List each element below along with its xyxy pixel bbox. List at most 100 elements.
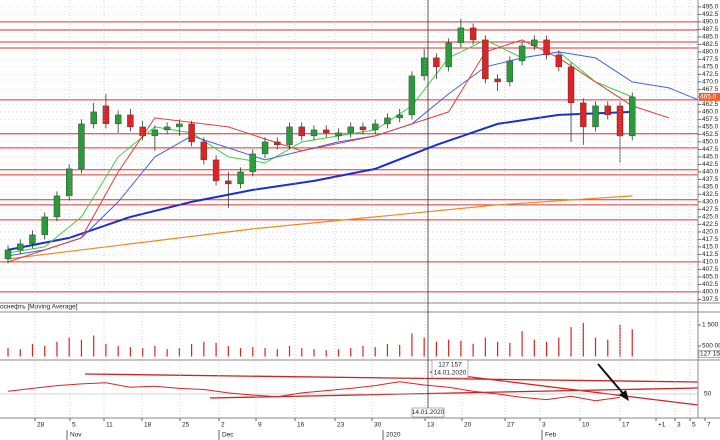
arrow [597, 363, 627, 398]
y-tick-label: 410.0 [702, 259, 719, 266]
candle-body [102, 105, 110, 125]
volume-bar [191, 343, 193, 357]
candle-body [53, 195, 61, 218]
candle-body [274, 141, 281, 146]
volume-marker-label: 127 157 [700, 351, 720, 358]
x-tick-label: 3 [677, 422, 681, 429]
volume-bar [411, 333, 413, 357]
x-tick-label: 3 [542, 422, 546, 429]
volume-bar [362, 345, 364, 357]
volume-bar [93, 335, 95, 357]
y-tick-label: 415.0 [702, 244, 719, 251]
candle-body [457, 27, 465, 44]
cursor-volume: 127 157 [438, 362, 462, 369]
candle-body [114, 114, 122, 125]
volume-bar [509, 342, 511, 357]
candle-body [212, 159, 220, 182]
y-tick-label: 397.5 [702, 296, 719, 303]
x-month-label: Feb [545, 432, 557, 439]
volume-bar [301, 348, 303, 357]
candle-body [384, 117, 391, 125]
x-tick-label: 5 [72, 422, 76, 429]
candle-body [604, 105, 611, 116]
y-tick-label: 452.5 [702, 131, 719, 138]
volume-bar [178, 348, 180, 357]
volume-bar [142, 348, 144, 357]
moving-average [7, 110, 633, 251]
y-tick-label: 405.0 [702, 274, 719, 281]
y-tick-label: 485.0 [702, 34, 719, 41]
y-tick-label: 450.0 [702, 139, 719, 146]
x-tick-label: +1 [658, 422, 666, 429]
candle-body [531, 39, 538, 47]
x-tick-label: 5 [692, 422, 696, 429]
candle-body [445, 42, 452, 68]
trend-line [429, 371, 698, 406]
y-tick-label: 400.0 [702, 289, 719, 296]
candle-body [176, 123, 183, 128]
volume-bar [607, 339, 609, 357]
candle-body [151, 129, 159, 137]
y-tick-label: 462.5 [702, 101, 719, 108]
volume-bar [594, 337, 597, 357]
volume-bar [435, 341, 437, 357]
candle-body [555, 54, 562, 68]
volume-bar [399, 344, 401, 357]
candle-body [310, 129, 318, 137]
y-tick-label: 417.5 [702, 236, 719, 243]
x-tick-label: 30 [374, 422, 382, 429]
y-tick-label: 407.5 [702, 266, 719, 273]
x-tick-label: 9 [258, 422, 262, 429]
y-tick-label: 472.5 [702, 71, 719, 78]
candle-body [188, 123, 195, 143]
moving-average [7, 195, 633, 260]
volume-bar [227, 345, 229, 357]
volume-bar [264, 348, 266, 357]
arrow-head [619, 390, 629, 401]
volume-bar [276, 349, 278, 357]
volume-bar [521, 331, 523, 357]
volume-bar [497, 341, 499, 357]
candle-body [543, 39, 550, 56]
volume-bar [68, 337, 70, 357]
x-tick-label: 2 [221, 422, 225, 429]
volume-bar [313, 349, 315, 357]
candle-body [65, 168, 73, 197]
volume-bar [203, 341, 205, 357]
volume-bar [484, 337, 486, 357]
candle-body [249, 153, 257, 173]
volume-bar [545, 341, 548, 357]
volume-panel [7, 322, 633, 357]
cursor-date-box [411, 407, 445, 418]
volume-bar [472, 343, 474, 357]
volume-bar [44, 345, 46, 357]
y-tick-label: 467.5 [702, 86, 719, 93]
candle-body [433, 57, 440, 68]
candle-body [163, 126, 171, 131]
y-tick-label: 432.5 [702, 191, 719, 198]
y-tick-label: 500 000 [702, 343, 720, 350]
y-tick-label: 482.5 [702, 41, 719, 48]
y-tick-label: 435.0 [702, 184, 719, 191]
volume-bar [460, 340, 462, 357]
last-price-box [699, 92, 720, 101]
candle-body [567, 66, 575, 104]
candle-body [139, 126, 146, 137]
volume-bar [582, 322, 584, 357]
y-tick-label: 440.0 [702, 169, 719, 176]
volume-bar [350, 348, 352, 357]
volume-bar [423, 337, 425, 357]
candle-body [298, 126, 305, 137]
candle-body [518, 45, 526, 62]
y-tick-label: 470.0 [702, 79, 719, 86]
y-tick-label: 422.5 [702, 221, 719, 228]
y-tick-label: 492.5 [702, 11, 719, 18]
y-tick-label: 427.5 [702, 206, 719, 213]
x-tick-label: 27 [507, 422, 515, 429]
y-tick-label: 495.0 [702, 4, 719, 11]
y-tick-label: 447.5 [702, 146, 719, 153]
candle-body [408, 75, 416, 116]
volume-bar [129, 347, 131, 357]
last-price-label: 465.0 [700, 94, 717, 101]
